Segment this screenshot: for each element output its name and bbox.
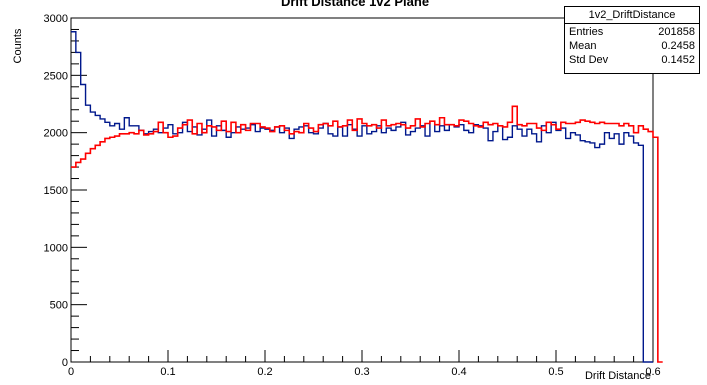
x-tick-label: 0.5 bbox=[548, 366, 563, 378]
x-tick-label: 0.1 bbox=[160, 366, 175, 378]
y-tick-label: 2500 bbox=[44, 70, 68, 82]
stats-box-title: 1v2_DriftDistance bbox=[565, 7, 699, 24]
y-tick-label: 2000 bbox=[44, 128, 68, 140]
x-tick-label: 0.4 bbox=[451, 366, 466, 378]
histogram-series-1 bbox=[71, 31, 653, 363]
x-tick-label: 0.6 bbox=[645, 366, 660, 378]
y-tick-label: 3000 bbox=[44, 13, 68, 25]
mean-value: 0.2458 bbox=[661, 40, 695, 52]
stats-row-entries: Entries 201858 bbox=[565, 26, 699, 38]
stats-row-stddev: Std Dev 0.1452 bbox=[565, 54, 699, 66]
stddev-value: 0.1452 bbox=[661, 54, 695, 66]
mean-label: Mean bbox=[569, 40, 597, 52]
y-tick-label: 1500 bbox=[44, 185, 68, 197]
stats-row-mean: Mean 0.2458 bbox=[565, 40, 699, 52]
x-tick-label: 0.3 bbox=[354, 366, 369, 378]
y-tick-label: 0 bbox=[62, 357, 68, 369]
y-tick-label: 500 bbox=[50, 300, 68, 312]
y-tick-label: 1000 bbox=[44, 242, 68, 254]
entries-label: Entries bbox=[569, 26, 604, 38]
chart-title: Drift Distance 1v2 Plane bbox=[280, 0, 430, 9]
stddev-label: Std Dev bbox=[569, 54, 609, 66]
x-tick-label: 0.2 bbox=[257, 366, 272, 378]
x-tick-label: 0 bbox=[68, 366, 74, 378]
x-axis-label: Drift Distance bbox=[584, 370, 651, 382]
stats-box: 1v2_DriftDistance Entries 201858 Mean 0.… bbox=[564, 6, 700, 74]
histogram-series-2 bbox=[71, 105, 663, 363]
entries-value: 201858 bbox=[658, 26, 695, 38]
y-axis-label: Counts bbox=[12, 28, 24, 64]
